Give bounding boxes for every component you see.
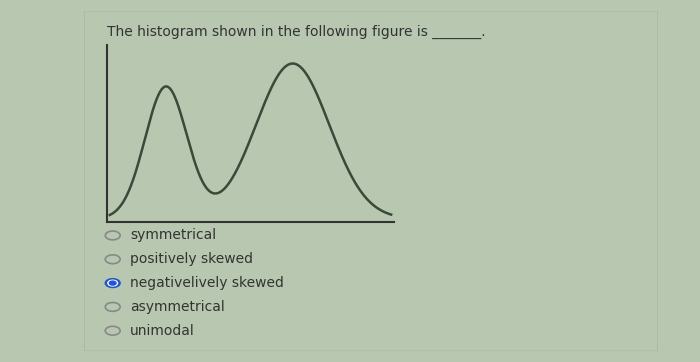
- Circle shape: [109, 281, 116, 285]
- Circle shape: [105, 279, 120, 287]
- Text: symmetrical: symmetrical: [130, 228, 216, 243]
- Text: unimodal: unimodal: [130, 324, 195, 338]
- Text: negativelively skewed: negativelively skewed: [130, 276, 284, 290]
- Text: The histogram shown in the following figure is _______.: The histogram shown in the following fig…: [107, 25, 486, 39]
- Text: asymmetrical: asymmetrical: [130, 300, 225, 314]
- Text: positively skewed: positively skewed: [130, 252, 253, 266]
- Circle shape: [108, 280, 118, 286]
